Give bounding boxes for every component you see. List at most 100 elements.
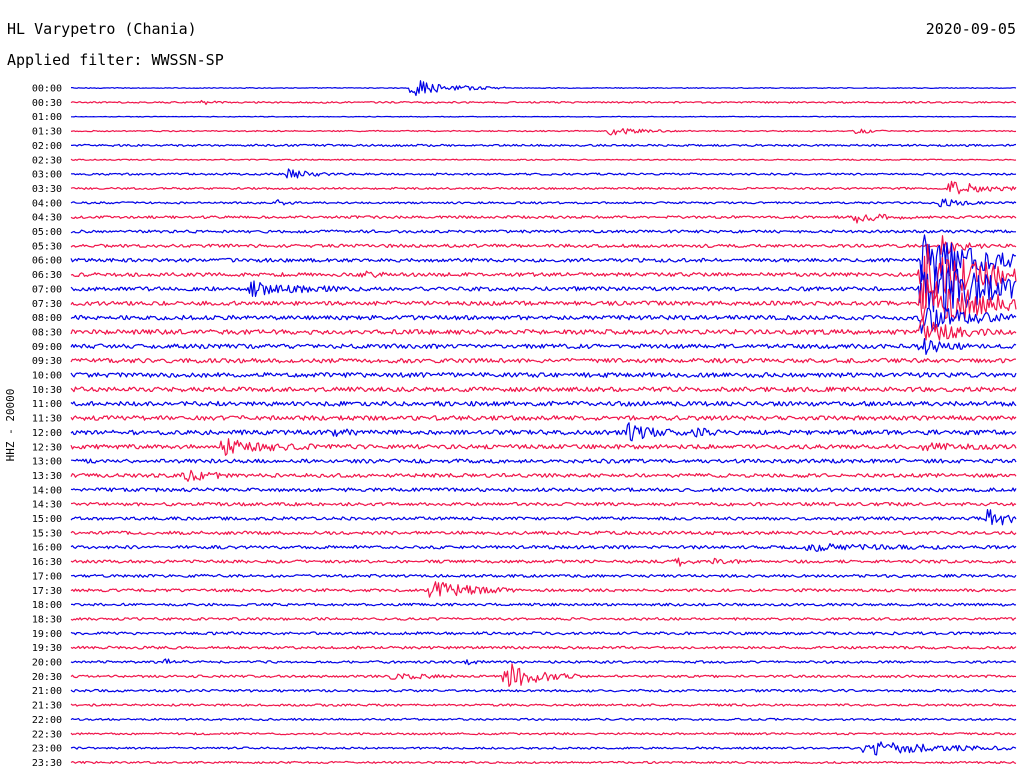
- trace-line: [70, 415, 1017, 421]
- trace-line: [70, 509, 1017, 526]
- trace-line: [70, 617, 1017, 621]
- trace-line: [71, 80, 1017, 97]
- row-label: 11:00: [32, 399, 62, 410]
- y-axis-label: HHZ - 20000: [4, 389, 17, 462]
- row-label: 20:30: [32, 672, 62, 683]
- row-label: 17:00: [32, 571, 62, 582]
- row-label: 14:00: [32, 485, 62, 496]
- row-label: 05:00: [32, 227, 62, 238]
- trace-line: [70, 438, 1017, 456]
- row-label: 16:00: [32, 543, 62, 554]
- trace-line: [70, 581, 1017, 598]
- trace-line: [70, 717, 1017, 721]
- trace-line: [70, 279, 1017, 322]
- trace-line: [70, 372, 1017, 378]
- trace-line: [70, 264, 1017, 313]
- row-label: 00:30: [32, 98, 62, 109]
- trace-lines: [70, 80, 1017, 764]
- row-label: 05:30: [32, 241, 62, 252]
- trace-line: [70, 128, 1017, 136]
- trace-line: [71, 501, 1017, 507]
- station-title: HL Varypetro (Chania): [7, 20, 197, 38]
- trace-line: [70, 487, 1017, 493]
- row-label: 09:00: [32, 342, 62, 353]
- trace-line: [70, 357, 1017, 364]
- trace-line: [70, 760, 1017, 764]
- trace-line: [70, 234, 1017, 282]
- trace-line: [70, 180, 1017, 195]
- row-label: 18:00: [32, 600, 62, 611]
- row-label: 04:00: [32, 198, 62, 209]
- trace-line: [70, 307, 1017, 334]
- trace-line: [70, 400, 1017, 407]
- trace-line: [70, 658, 1017, 666]
- trace-line: [71, 458, 1017, 464]
- row-label: 08:00: [32, 313, 62, 324]
- row-label: 23:30: [32, 758, 62, 769]
- row-label: 20:00: [32, 658, 62, 669]
- trace-line: [70, 99, 1017, 106]
- trace-line: [70, 469, 1017, 482]
- row-label: 01:30: [32, 127, 62, 138]
- row-label: 19:00: [32, 629, 62, 640]
- row-labels: 00:00 00:30 01:00 01:30 02:00 02:30 03:00 03:30…: [32, 84, 62, 769]
- trace-line: [70, 198, 1017, 208]
- trace-line: [71, 143, 1017, 147]
- row-label: 04:30: [32, 213, 62, 224]
- row-label: 03:00: [32, 170, 62, 181]
- trace-line: [70, 645, 1017, 650]
- row-label: 06:00: [32, 256, 62, 267]
- row-label: 21:30: [32, 701, 62, 712]
- row-label: 12:00: [32, 428, 62, 439]
- row-label: 12:30: [32, 442, 62, 453]
- row-label: 18:30: [32, 614, 62, 625]
- row-label: 22:00: [32, 715, 62, 726]
- row-label: 07:00: [32, 284, 62, 295]
- row-label: 10:00: [32, 371, 62, 382]
- trace-line: [70, 338, 1017, 355]
- row-label: 14:30: [32, 500, 62, 511]
- row-label: 02:00: [32, 141, 62, 152]
- row-label: 09:30: [32, 356, 62, 367]
- trace-line: [70, 213, 1017, 224]
- date-label: 2020-09-05: [925, 20, 1016, 38]
- row-label: 00:00: [32, 84, 62, 95]
- row-label: 06:30: [32, 270, 62, 281]
- row-label: 08:30: [32, 327, 62, 338]
- trace-line: [70, 543, 1017, 552]
- filter-label: Applied filter: WWSSN-SP: [7, 51, 224, 69]
- trace-line: [70, 703, 1017, 707]
- trace-line: [70, 732, 1017, 736]
- row-label: 16:30: [32, 557, 62, 568]
- trace-line: [70, 602, 1017, 607]
- row-label: 11:30: [32, 414, 62, 425]
- row-label: 01:00: [32, 112, 62, 123]
- row-label: 22:30: [32, 729, 62, 740]
- row-label: 13:30: [32, 471, 62, 482]
- trace-line: [70, 663, 1017, 687]
- row-label: 02:30: [32, 155, 62, 166]
- trace-line: [70, 386, 1017, 393]
- trace-line: [70, 741, 1017, 756]
- trace-line: [70, 573, 1017, 578]
- trace-line: [70, 422, 1017, 442]
- row-label: 07:30: [32, 299, 62, 310]
- trace-line: [70, 631, 1017, 636]
- trace-line: [71, 115, 1017, 118]
- trace-line: [70, 243, 1017, 310]
- row-label: 23:00: [32, 744, 62, 755]
- row-label: 19:30: [32, 643, 62, 654]
- trace-line: [70, 557, 1016, 567]
- trace-line: [70, 168, 1017, 179]
- row-label: 13:00: [32, 457, 62, 468]
- row-label: 15:30: [32, 528, 62, 539]
- trace-line: [70, 688, 1017, 693]
- row-label: 21:00: [32, 686, 62, 697]
- trace-line: [70, 229, 1016, 234]
- trace-line: [70, 318, 1017, 341]
- row-label: 15:00: [32, 514, 62, 525]
- trace-line: [70, 158, 1017, 161]
- trace-line: [70, 530, 1017, 536]
- row-label: 03:30: [32, 184, 62, 195]
